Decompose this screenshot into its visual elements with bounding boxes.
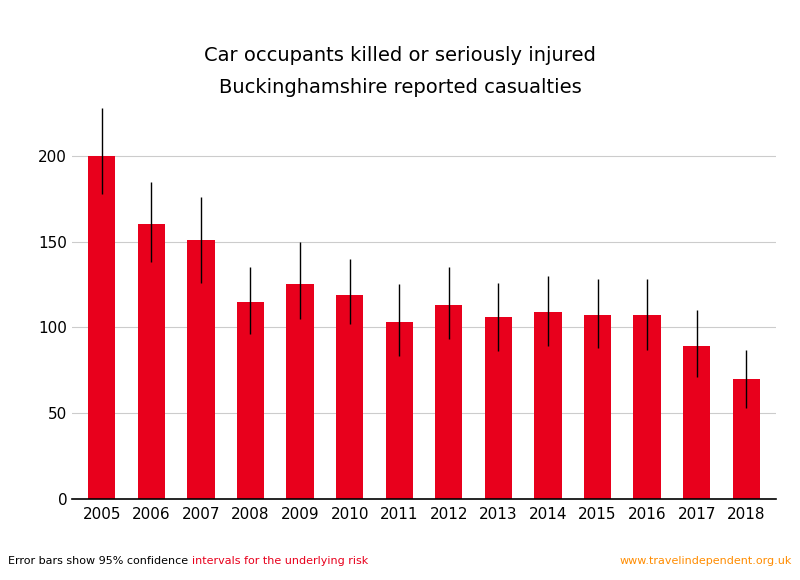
Bar xyxy=(88,156,115,499)
Bar xyxy=(733,379,760,499)
Bar xyxy=(485,317,512,499)
Bar xyxy=(534,312,562,499)
Text: Error bars show 95% confidence: Error bars show 95% confidence xyxy=(8,556,192,566)
Bar xyxy=(386,322,413,499)
Text: intervals for the underlying risk: intervals for the underlying risk xyxy=(192,556,368,566)
Bar xyxy=(237,302,264,499)
Bar xyxy=(584,316,611,499)
Bar xyxy=(435,305,462,499)
Bar xyxy=(683,346,710,499)
Text: Buckinghamshire reported casualties: Buckinghamshire reported casualties xyxy=(218,78,582,97)
Bar xyxy=(138,224,165,499)
Bar xyxy=(187,240,214,499)
Bar xyxy=(336,295,363,499)
Bar xyxy=(634,316,661,499)
Text: Car occupants killed or seriously injured: Car occupants killed or seriously injure… xyxy=(204,46,596,66)
Bar xyxy=(286,284,314,499)
Text: www.travelindependent.org.uk: www.travelindependent.org.uk xyxy=(620,556,792,566)
